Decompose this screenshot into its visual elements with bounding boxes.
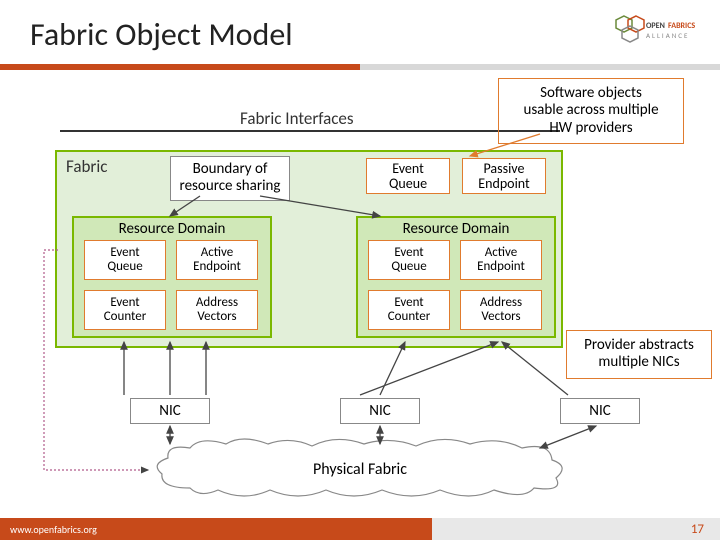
footer-bar: [0, 518, 720, 540]
page-number: 17: [691, 522, 704, 537]
slide: Fabric Object Model OPEN FABRICS ALLIANC…: [0, 0, 720, 540]
footer-url: www.openfabrics.org: [10, 523, 97, 536]
arrows-layer: [0, 0, 720, 540]
